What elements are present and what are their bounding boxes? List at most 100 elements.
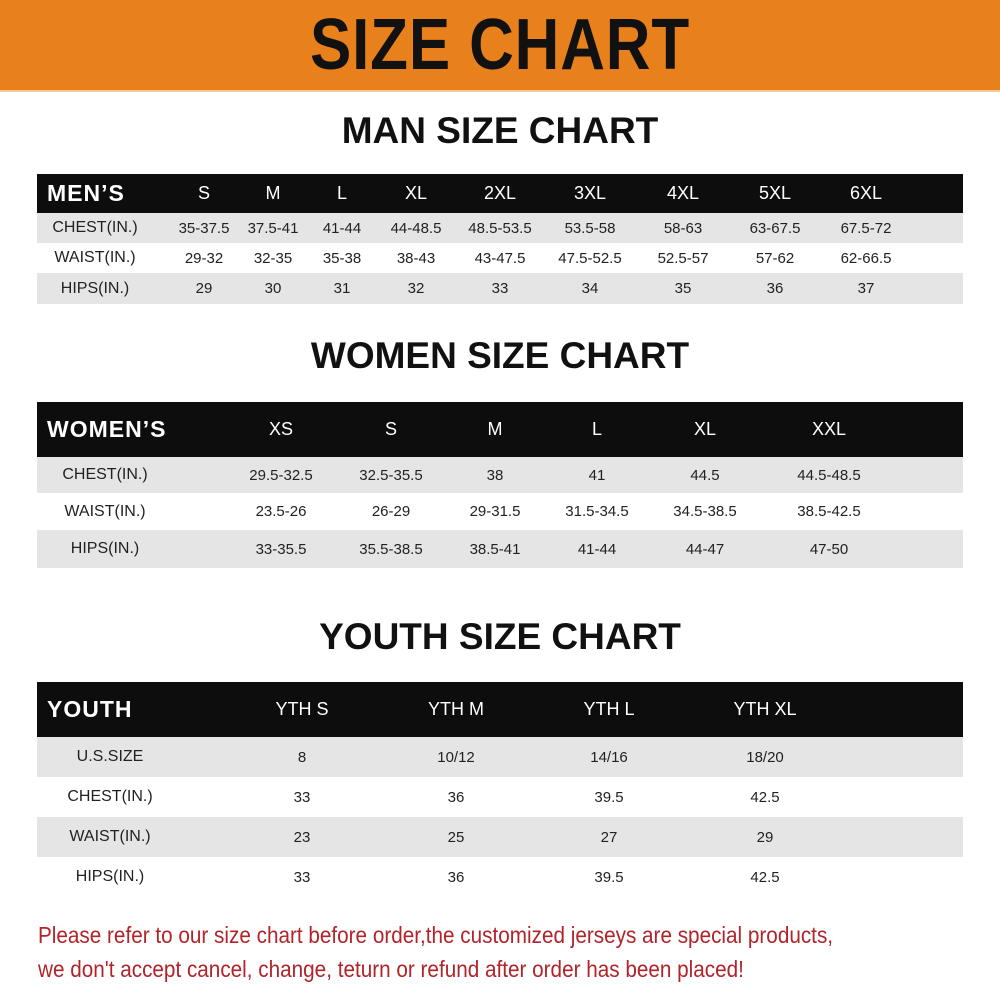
banner-title: SIZE CHART: [309, 5, 691, 85]
measurement-cell: 44-47: [685, 540, 725, 558]
size-column-header: 6XL: [849, 183, 883, 203]
row-label: HIPS(IN.): [70, 540, 140, 557]
measurement-cell: 38.5-42.5: [797, 503, 861, 520]
table-header-label: YOUTH: [47, 696, 133, 722]
measurement-cell: 27: [600, 828, 618, 846]
measurement-cell: 33-35.5: [255, 540, 307, 558]
size-column-header: XXL: [811, 419, 847, 439]
measurement-cell: 36: [447, 788, 465, 806]
measurement-cell: 44-48.5: [390, 219, 442, 237]
measurement-cell: 43-47.5: [474, 249, 526, 267]
policy-note-line2: we don't accept cancel, change, teturn o…: [38, 956, 744, 982]
size-column-header: YTH XL: [733, 699, 797, 719]
measurement-cell: 53.5-58: [564, 219, 616, 237]
size-column-header: M: [487, 419, 503, 439]
measurement-cell: 32-35: [253, 249, 293, 267]
measurement-cell: 37: [857, 280, 875, 297]
table-row: U.S.SIZE 8 10/12 14/16 18/20: [37, 737, 963, 777]
row-label: HIPS(IN.): [60, 279, 130, 297]
measurement-cell: 25: [447, 828, 465, 846]
size-column-header: YTH M: [428, 699, 484, 719]
table-row: HIPS(IN.) 33-35.5 35.5-38.5 38.5-41 41-44 44-…: [37, 530, 963, 568]
women-size-table: WOMEN’S XS S M L XL XXL CHEST(IN.) 29.5-32.5 32.5…: [37, 402, 963, 568]
measurement-cell: 32: [407, 280, 425, 297]
table-header-label: WOMEN’S: [47, 416, 167, 442]
size-column-header: 5XL: [758, 183, 792, 203]
men-size-table: MEN’S S M L XL 2XL 3XL 4XL 5XL 6XL CHEST(IN.) 35-37…: [37, 174, 963, 304]
table-header-row: MEN’S S M L XL 2XL 3XL 4XL 5XL 6XL: [37, 174, 963, 213]
measurement-cell: 33: [293, 868, 311, 886]
measurement-cell: 35-37.5: [178, 219, 230, 237]
measurement-cell: 14/16: [590, 748, 628, 766]
measurement-cell: 42.5: [750, 868, 780, 886]
row-label: CHEST(IN.): [52, 219, 138, 236]
measurement-cell: 10/12: [437, 748, 475, 766]
row-label: CHEST(IN.): [62, 466, 148, 483]
table-row: CHEST(IN.) 33 36 39.5 42.5: [37, 777, 963, 817]
size-chart-banner: SIZE CHART: [0, 0, 1000, 92]
size-column-header: YTH S: [275, 699, 329, 719]
table-header-row: WOMEN’S XS S M L XL XXL: [37, 402, 963, 457]
measurement-cell: 31: [333, 280, 351, 297]
size-column-header: 3XL: [573, 183, 607, 203]
row-label: WAIST(IN.): [64, 502, 146, 520]
measurement-cell: 52.5-57: [657, 249, 709, 267]
measurement-cell: 42.5: [750, 788, 780, 806]
women-title: WOMEN SIZE CHART: [310, 335, 690, 376]
measurement-cell: 29-32: [184, 249, 224, 267]
measurement-cell: 23.5-26: [255, 503, 307, 520]
table-header-row: YOUTH YTH S YTH M YTH L YTH XL: [37, 682, 963, 737]
table-row: CHEST(IN.) 35-37.5 37.5-41 41-44 44-48.5 48.5…: [37, 213, 963, 243]
measurement-cell: 32.5-35.5: [359, 466, 423, 484]
measurement-cell: 38.5-41: [469, 540, 521, 558]
measurement-cell: 30: [264, 280, 282, 297]
table-row: WAIST(IN.) 29-32 32-35 35-38 38-43 43-47.5 47.…: [37, 243, 963, 273]
measurement-cell: 36: [447, 868, 465, 886]
size-column-header: S: [384, 419, 398, 439]
row-label: HIPS(IN.): [75, 868, 145, 885]
measurement-cell: 29-31.5: [469, 503, 521, 520]
row-label: WAIST(IN.): [69, 828, 151, 845]
measurement-cell: 67.5-72: [840, 219, 892, 237]
measurement-cell: 57-62: [755, 249, 795, 267]
measurement-cell: 33: [491, 280, 509, 297]
policy-note-line1: Please refer to our size chart before or…: [38, 922, 834, 948]
measurement-cell: 38-43: [396, 249, 436, 267]
measurement-cell: 58-63: [663, 219, 703, 237]
measurement-cell: 31.5-34.5: [565, 503, 629, 520]
measurement-cell: 62-66.5: [840, 249, 892, 267]
measurement-cell: 36: [766, 280, 784, 297]
measurement-cell: 29: [756, 828, 774, 846]
size-column-header: M: [265, 183, 281, 203]
size-column-header: XL: [404, 183, 428, 203]
measurement-cell: 44.5-48.5: [797, 466, 861, 484]
table-row: HIPS(IN.) 33 36 39.5 42.5: [37, 857, 963, 897]
measurement-cell: 41-44: [577, 540, 617, 558]
table-row: WAIST(IN.) 23 25 27 29: [37, 817, 963, 857]
row-label: U.S.SIZE: [76, 748, 144, 765]
measurement-cell: 29.5-32.5: [249, 466, 313, 484]
measurement-cell: 8: [297, 748, 307, 766]
measurement-cell: 29: [195, 280, 213, 297]
size-column-header: XL: [693, 419, 717, 439]
measurement-cell: 35: [674, 280, 692, 297]
size-column-header: XS: [268, 419, 294, 439]
measurement-cell: 18/20: [746, 748, 784, 766]
measurement-cell: 26-29: [371, 503, 411, 520]
measurement-cell: 47.5-52.5: [558, 249, 622, 267]
measurement-cell: 39.5: [594, 868, 624, 886]
measurement-cell: 35.5-38.5: [359, 540, 423, 558]
measurement-cell: 39.5: [594, 788, 624, 806]
table-row: HIPS(IN.) 29 30 31 32 33 34 35 36 37: [37, 273, 963, 304]
measurement-cell: 34: [581, 280, 599, 297]
size-column-header: 2XL: [483, 183, 517, 203]
measurement-cell: 47-50: [809, 540, 849, 558]
size-column-header: 4XL: [666, 183, 700, 203]
size-column-header: S: [197, 183, 211, 203]
row-label: CHEST(IN.): [67, 788, 153, 805]
size-column-header: YTH L: [583, 699, 635, 719]
youth-size-table: YOUTH YTH S YTH M YTH L YTH XL U.S.SIZE 8 10/12…: [37, 682, 963, 897]
measurement-cell: 41-44: [322, 219, 362, 237]
measurement-cell: 34.5-38.5: [673, 503, 737, 520]
table-header-label: MEN’S: [47, 180, 125, 206]
